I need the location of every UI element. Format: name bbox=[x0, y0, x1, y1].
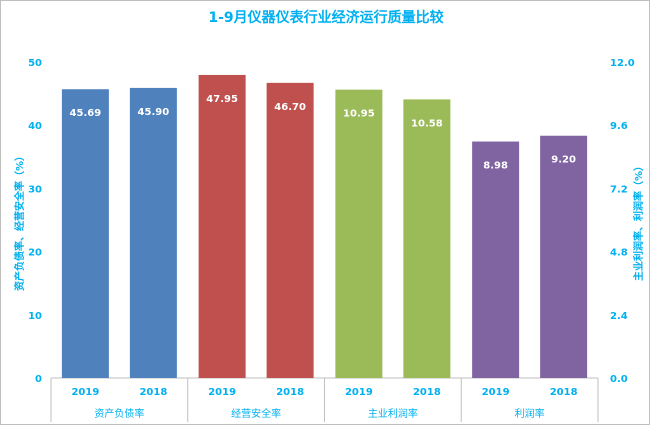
left-tick-label: 40 bbox=[28, 121, 42, 132]
data-label: 10.58 bbox=[411, 118, 443, 129]
bar bbox=[266, 82, 314, 378]
data-label: 45.90 bbox=[138, 107, 170, 118]
data-label: 46.70 bbox=[274, 102, 306, 113]
bar bbox=[472, 141, 520, 378]
left-tick-label: 30 bbox=[28, 184, 42, 195]
bars: 45.69 45.90 47.95 46.70 10.95 10.58 8.98 9.20 bbox=[61, 74, 588, 379]
group-label: 资产负债率 bbox=[94, 407, 144, 420]
data-label: 47.95 bbox=[206, 94, 238, 105]
left-tick-label: 10 bbox=[28, 311, 42, 322]
right-tick-label: 4.8 bbox=[610, 248, 628, 259]
right-tick-label: 0.0 bbox=[610, 374, 628, 385]
bar bbox=[129, 87, 177, 379]
bar bbox=[335, 89, 383, 379]
data-label: 9.20 bbox=[551, 155, 576, 166]
group-label: 主业利润率 bbox=[368, 407, 418, 420]
left-tick-label: 0 bbox=[35, 374, 42, 385]
right-tick-label: 9.6 bbox=[610, 121, 628, 132]
year-tick-label: 2018 bbox=[139, 387, 167, 398]
left-axis-label: 资产负债率、经营安全率（%） bbox=[13, 151, 26, 291]
chart-title: 1-9月仪器仪表行业经济运行质量比较 bbox=[208, 9, 443, 26]
bar bbox=[403, 99, 451, 378]
left-tick-label: 20 bbox=[28, 248, 42, 259]
year-tick-label: 2019 bbox=[208, 387, 236, 398]
right-axis-label: 主业利润率、利润率（%） bbox=[632, 161, 645, 281]
year-tick-label: 2019 bbox=[71, 387, 99, 398]
right-tick-label: 2.4 bbox=[610, 311, 628, 322]
data-label: 10.95 bbox=[343, 109, 375, 120]
year-tick-label: 2019 bbox=[482, 387, 510, 398]
group-label: 利润率 bbox=[515, 407, 545, 420]
year-tick-label: 2018 bbox=[550, 387, 578, 398]
group-label: 经营安全率 bbox=[231, 407, 281, 420]
year-tick-label: 2018 bbox=[413, 387, 441, 398]
data-label: 45.69 bbox=[70, 108, 102, 119]
left-tick-label: 50 bbox=[28, 58, 42, 69]
category-axis: 2019 2018 资产负债率 2019 2018 经营安全率 2019 2018 主业利润率 2… bbox=[50, 378, 599, 422]
right-tick-label: 7.2 bbox=[610, 184, 628, 195]
bar bbox=[198, 74, 246, 379]
year-tick-label: 2018 bbox=[276, 387, 304, 398]
bar bbox=[61, 89, 109, 378]
data-label: 8.98 bbox=[483, 161, 508, 172]
bar bbox=[540, 135, 588, 378]
year-tick-label: 2019 bbox=[345, 387, 373, 398]
right-tick-label: 12.0 bbox=[610, 58, 635, 69]
